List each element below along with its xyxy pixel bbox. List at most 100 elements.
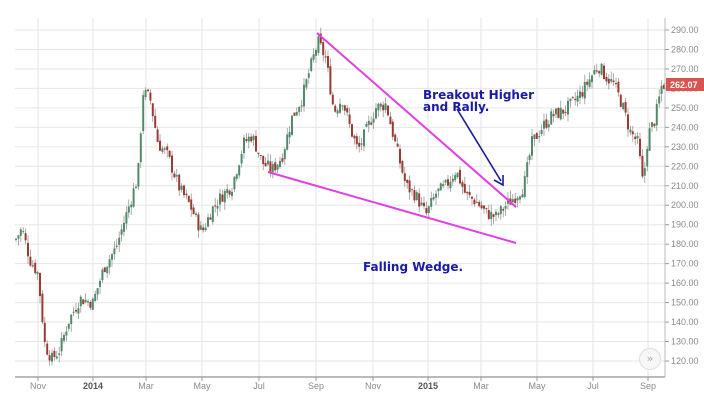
candle bbox=[226, 189, 229, 194]
candle bbox=[447, 179, 449, 186]
candle bbox=[17, 235, 20, 239]
candle bbox=[31, 265, 34, 267]
candle bbox=[492, 214, 495, 217]
y-tick-label: 140.00 bbox=[671, 317, 699, 327]
candle bbox=[569, 98, 572, 102]
candle bbox=[255, 135, 257, 152]
candle bbox=[235, 174, 238, 179]
candle bbox=[634, 136, 637, 140]
candle bbox=[418, 193, 421, 207]
candle bbox=[79, 296, 82, 307]
candle bbox=[257, 152, 260, 154]
candle bbox=[197, 214, 200, 231]
candle bbox=[663, 84, 665, 89]
candle bbox=[291, 115, 293, 135]
candle bbox=[245, 139, 248, 142]
candle bbox=[519, 196, 521, 200]
candle bbox=[72, 311, 75, 313]
y-tick-label: 290.00 bbox=[671, 25, 699, 35]
candle bbox=[408, 180, 411, 193]
candle bbox=[127, 206, 130, 213]
candle bbox=[629, 129, 632, 133]
candle bbox=[521, 194, 524, 198]
candle bbox=[51, 352, 53, 362]
candle bbox=[183, 185, 185, 196]
candle bbox=[219, 193, 221, 205]
candle bbox=[463, 183, 466, 193]
candle bbox=[108, 259, 111, 268]
candle bbox=[624, 101, 627, 113]
scroll-right-button[interactable]: » bbox=[639, 348, 661, 370]
candle bbox=[406, 179, 409, 183]
candle bbox=[547, 124, 550, 128]
candle bbox=[111, 254, 113, 260]
candle bbox=[384, 103, 387, 111]
candle bbox=[497, 213, 500, 215]
candle bbox=[187, 195, 190, 202]
candle bbox=[19, 229, 22, 236]
candle bbox=[557, 108, 560, 118]
lower-wedge-line bbox=[267, 171, 517, 244]
candle bbox=[355, 136, 358, 145]
candle bbox=[168, 150, 171, 157]
y-tick-label: 190.00 bbox=[671, 220, 699, 230]
candle bbox=[401, 161, 404, 173]
last-price-badge: 262.07 bbox=[666, 78, 704, 91]
candle bbox=[435, 193, 437, 198]
candle bbox=[415, 192, 418, 201]
candle bbox=[252, 135, 255, 141]
y-tick-label: 250.00 bbox=[671, 103, 699, 113]
candle bbox=[60, 338, 63, 352]
candle bbox=[480, 205, 483, 209]
candle bbox=[403, 173, 406, 181]
candle bbox=[600, 63, 603, 75]
candle bbox=[159, 140, 161, 151]
candle bbox=[504, 206, 507, 209]
x-tick-label: Sep bbox=[640, 381, 656, 391]
candle bbox=[591, 75, 593, 83]
candle bbox=[34, 262, 37, 274]
candle bbox=[526, 162, 529, 177]
candle bbox=[574, 98, 577, 101]
candle bbox=[555, 108, 557, 115]
candle bbox=[348, 114, 351, 125]
candle bbox=[502, 208, 505, 211]
candle bbox=[305, 79, 308, 88]
candle bbox=[545, 119, 548, 128]
x-tick-label: Jul bbox=[253, 381, 265, 391]
candle bbox=[595, 70, 598, 72]
candle bbox=[471, 196, 473, 199]
candle bbox=[617, 81, 620, 93]
candle bbox=[375, 108, 377, 119]
falling-wedge-label: Falling Wedge. bbox=[363, 260, 463, 274]
candle bbox=[365, 123, 368, 127]
candle bbox=[475, 201, 478, 203]
candle bbox=[639, 138, 641, 157]
candle bbox=[351, 124, 353, 137]
candle bbox=[343, 105, 346, 111]
candle bbox=[627, 114, 629, 130]
candle bbox=[514, 198, 517, 204]
candle bbox=[550, 111, 553, 125]
y-tick-label: 230.00 bbox=[671, 142, 699, 152]
candle bbox=[27, 242, 29, 257]
candle bbox=[46, 343, 49, 355]
candle bbox=[451, 178, 454, 182]
candle bbox=[250, 136, 253, 142]
y-tick-label: 240.00 bbox=[671, 122, 699, 132]
candle bbox=[300, 105, 303, 107]
candle bbox=[648, 128, 651, 151]
candle bbox=[319, 33, 322, 44]
candle bbox=[274, 162, 277, 171]
candle bbox=[610, 78, 613, 82]
candle bbox=[564, 111, 567, 113]
candle bbox=[511, 199, 514, 203]
candle bbox=[430, 198, 433, 207]
y-tick-label: 120.00 bbox=[671, 356, 699, 366]
candle bbox=[207, 217, 209, 227]
candle bbox=[307, 73, 310, 78]
candle bbox=[651, 122, 653, 127]
candle bbox=[132, 188, 135, 207]
candle bbox=[303, 84, 305, 107]
candle bbox=[180, 185, 183, 190]
